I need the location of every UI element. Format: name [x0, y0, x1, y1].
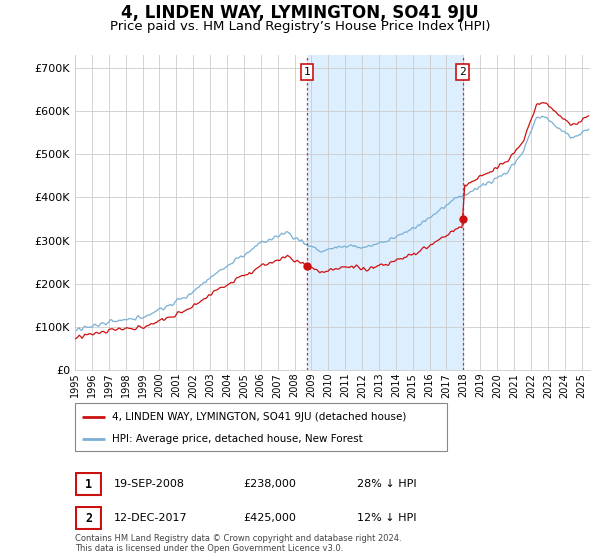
- Text: 1: 1: [85, 478, 92, 491]
- Text: 2: 2: [85, 511, 92, 525]
- Text: 2: 2: [459, 67, 466, 77]
- Text: Price paid vs. HM Land Registry’s House Price Index (HPI): Price paid vs. HM Land Registry’s House …: [110, 20, 490, 32]
- Text: 28% ↓ HPI: 28% ↓ HPI: [357, 479, 416, 489]
- FancyBboxPatch shape: [75, 403, 447, 451]
- Text: 1: 1: [303, 67, 310, 77]
- Text: Contains HM Land Registry data © Crown copyright and database right 2024.
This d: Contains HM Land Registry data © Crown c…: [75, 534, 401, 553]
- Text: HPI: Average price, detached house, New Forest: HPI: Average price, detached house, New …: [112, 434, 363, 444]
- Text: 12-DEC-2017: 12-DEC-2017: [114, 513, 188, 523]
- Text: 19-SEP-2008: 19-SEP-2008: [114, 479, 185, 489]
- FancyBboxPatch shape: [76, 473, 101, 496]
- Bar: [307, 55, 463, 370]
- Text: 4, LINDEN WAY, LYMINGTON, SO41 9JU: 4, LINDEN WAY, LYMINGTON, SO41 9JU: [121, 4, 479, 22]
- FancyBboxPatch shape: [76, 507, 101, 529]
- Text: £425,000: £425,000: [243, 513, 296, 523]
- Text: £238,000: £238,000: [243, 479, 296, 489]
- Text: 12% ↓ HPI: 12% ↓ HPI: [357, 513, 416, 523]
- Text: 4, LINDEN WAY, LYMINGTON, SO41 9JU (detached house): 4, LINDEN WAY, LYMINGTON, SO41 9JU (deta…: [112, 412, 407, 422]
